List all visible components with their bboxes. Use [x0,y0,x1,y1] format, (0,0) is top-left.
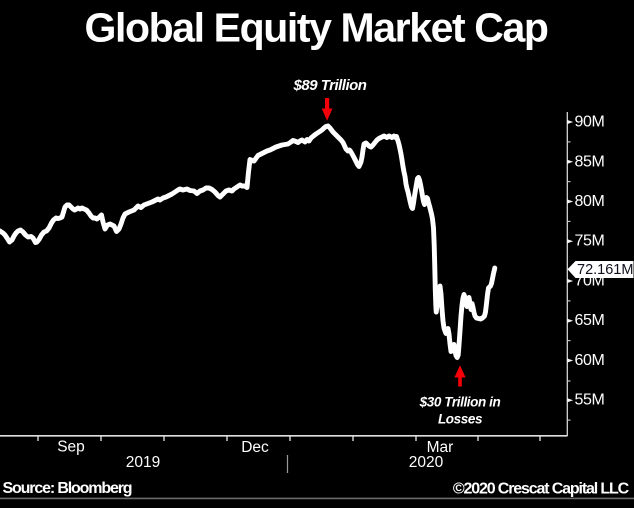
svg-text:72.161M: 72.161M [577,262,633,278]
svg-text:Dec: Dec [241,439,269,456]
svg-text:80M: 80M [575,193,605,210]
svg-text:Losses: Losses [438,412,483,427]
svg-text:60M: 60M [575,352,605,369]
svg-text:55M: 55M [575,392,605,409]
svg-text:75M: 75M [575,233,605,250]
svg-text:©2020 Crescat Capital LLC: ©2020 Crescat Capital LLC [453,481,630,498]
svg-text:$30 Trillion in: $30 Trillion in [419,395,501,410]
svg-text:Mar: Mar [427,439,454,456]
svg-text:90M: 90M [575,114,605,131]
svg-text:85M: 85M [575,153,605,170]
svg-text:2020: 2020 [409,454,444,471]
svg-text:Global Equity Market Cap: Global Equity Market Cap [84,5,547,51]
svg-text:2019: 2019 [126,454,160,471]
svg-text:Sep: Sep [57,439,85,456]
svg-text:$89 Trillion: $89 Trillion [293,77,367,94]
svg-text:65M: 65M [575,312,605,329]
svg-text:Source: Bloomberg: Source: Bloomberg [3,480,132,497]
